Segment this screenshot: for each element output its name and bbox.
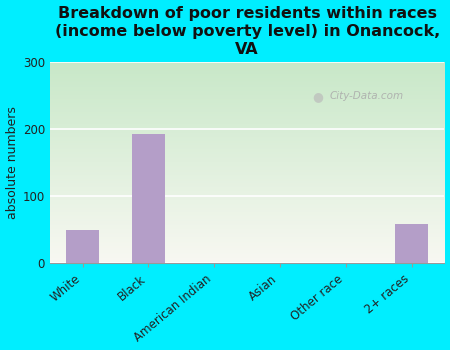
Bar bbox=[132, 134, 165, 264]
Bar bbox=[66, 230, 99, 264]
Text: City-Data.com: City-Data.com bbox=[330, 91, 404, 101]
Title: Breakdown of poor residents within races
(income below poverty level) in Onancoc: Breakdown of poor residents within races… bbox=[54, 6, 440, 57]
Text: ●: ● bbox=[312, 90, 323, 103]
Bar bbox=[395, 224, 428, 264]
Y-axis label: absolute numbers: absolute numbers bbox=[5, 106, 18, 219]
